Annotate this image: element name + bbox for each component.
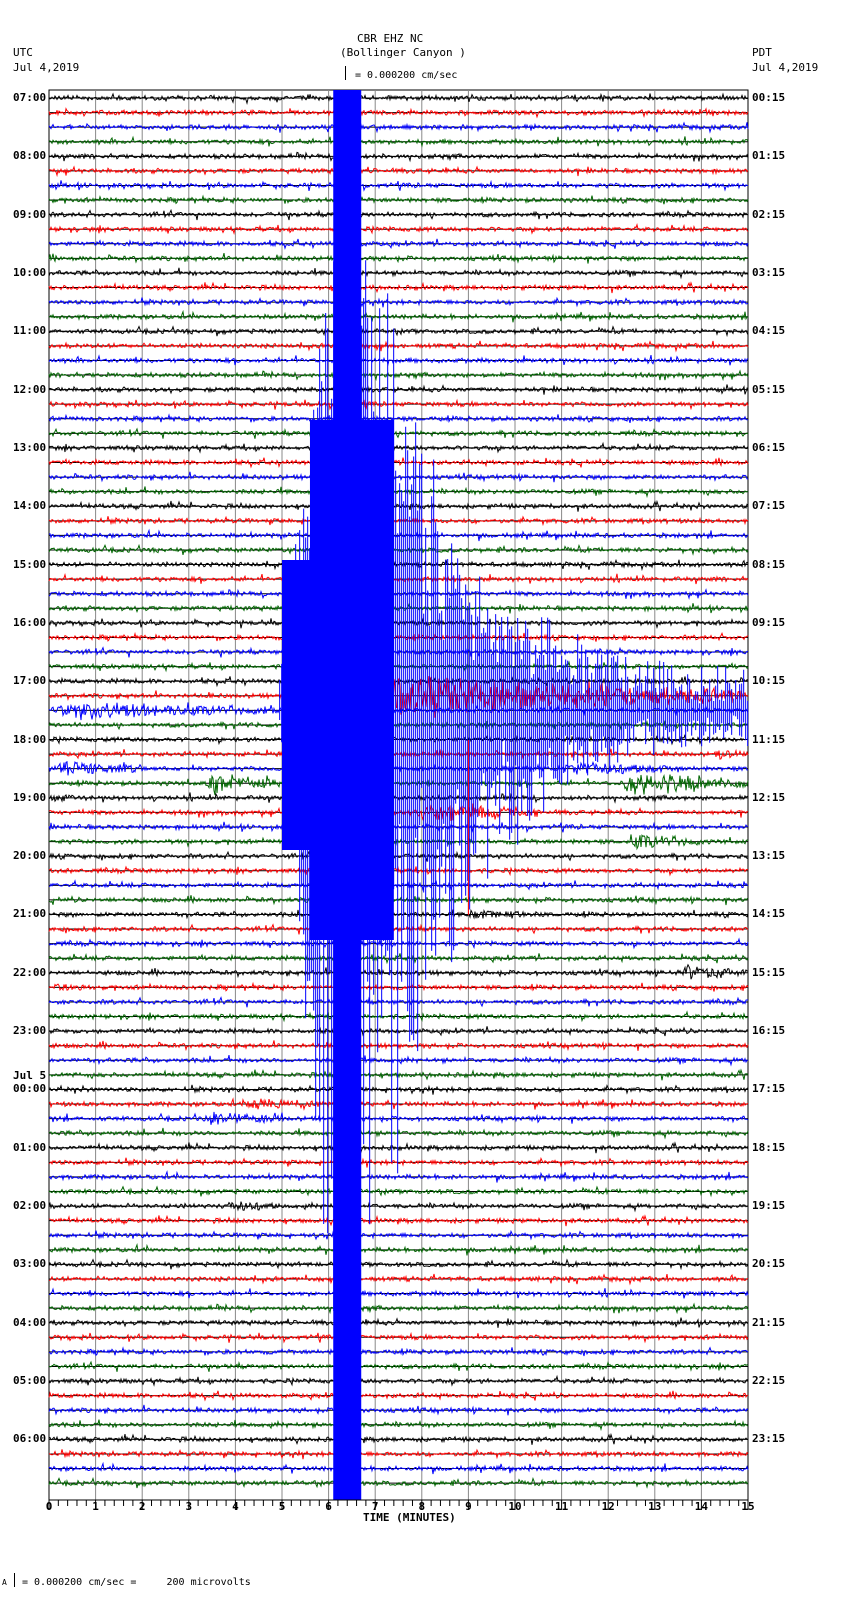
x-tick-label: 11 xyxy=(554,1500,569,1513)
utc-time-label: 09:00 xyxy=(13,207,47,221)
x-tick-label: 8 xyxy=(418,1500,426,1513)
utc-time-label: 03:00 xyxy=(13,1257,47,1271)
left-tz-label: UTC xyxy=(13,46,33,59)
utc-date-change-label: Jul 5 xyxy=(13,1069,47,1083)
x-tick-label: 13 xyxy=(648,1500,662,1513)
pdt-time-label: 08:15 xyxy=(752,557,786,571)
x-tick-label: 10 xyxy=(508,1500,522,1513)
station-location: (Bollinger Canyon ) xyxy=(340,46,466,59)
pdt-time-label: 10:15 xyxy=(752,674,786,688)
utc-time-label: 19:00 xyxy=(13,790,47,804)
scale-label: = 0.000200 cm/sec xyxy=(355,70,458,81)
x-tick-label: 7 xyxy=(371,1500,379,1513)
utc-time-label: 08:00 xyxy=(13,149,47,163)
pdt-time-label: 06:15 xyxy=(752,440,786,454)
utc-time-label: 16:00 xyxy=(13,615,47,629)
footer-scale-label: = 0.000200 cm/sec = 200 microvolts xyxy=(22,1577,251,1588)
utc-time-label: 01:00 xyxy=(13,1140,47,1154)
pdt-time-label: 05:15 xyxy=(752,382,786,396)
utc-time-label: 02:00 xyxy=(13,1199,47,1213)
x-tick-label: 9 xyxy=(465,1500,472,1513)
x-tick-label: 5 xyxy=(278,1500,286,1513)
pdt-time-label: 11:15 xyxy=(752,732,786,746)
pdt-time-label: 00:15 xyxy=(752,91,786,104)
pdt-time-label: 13:15 xyxy=(752,849,786,863)
pdt-time-label: 09:15 xyxy=(752,615,786,629)
pdt-time-label: 04:15 xyxy=(752,324,786,338)
utc-time-label: 10:00 xyxy=(13,265,47,279)
utc-time-label: 13:00 xyxy=(13,440,47,454)
pdt-time-label: 12:15 xyxy=(752,790,786,804)
x-tick-label: 1 xyxy=(92,1500,99,1513)
utc-time-label: 15:00 xyxy=(13,557,47,571)
pdt-time-label: 16:15 xyxy=(752,1024,786,1038)
right-date-label: Jul 4,2019 xyxy=(752,61,819,74)
utc-time-label: 14:00 xyxy=(13,499,47,513)
x-axis-title: TIME (MINUTES) xyxy=(363,1511,456,1524)
footer-scale-bar-icon xyxy=(14,1573,15,1587)
pdt-time-label: 07:15 xyxy=(752,499,786,513)
pdt-time-label: 19:15 xyxy=(752,1199,786,1213)
x-tick-label: 2 xyxy=(138,1500,146,1513)
left-date-label: Jul 4,2019 xyxy=(13,61,80,74)
utc-time-label: 04:00 xyxy=(13,1315,47,1329)
x-tick-label: 15 xyxy=(741,1500,755,1513)
pdt-time-label: 18:15 xyxy=(752,1140,786,1154)
pdt-time-label: 14:15 xyxy=(752,907,786,921)
utc-time-label: 11:00 xyxy=(13,324,47,338)
utc-time-label: 22:00 xyxy=(13,965,47,979)
pdt-time-label: 15:15 xyxy=(752,965,786,979)
utc-time-label: 12:00 xyxy=(13,382,47,396)
pdt-time-label: 20:15 xyxy=(752,1257,786,1271)
pdt-time-label: 01:15 xyxy=(752,149,786,163)
utc-time-label: 05:00 xyxy=(13,1374,47,1388)
x-tick-label: 6 xyxy=(325,1500,332,1513)
x-tick-label: 12 xyxy=(601,1500,615,1513)
utc-time-label: 17:00 xyxy=(13,674,47,688)
utc-time-label: 07:00 xyxy=(13,91,47,104)
pdt-time-label: 02:15 xyxy=(752,207,786,221)
scale-bar-icon xyxy=(345,66,346,80)
pdt-time-label: 21:15 xyxy=(752,1315,786,1329)
pdt-time-label: 17:15 xyxy=(752,1082,786,1096)
utc-time-label: 23:00 xyxy=(13,1024,47,1038)
utc-time-label: 06:00 xyxy=(13,1432,47,1446)
pdt-time-label: 03:15 xyxy=(752,265,786,279)
x-tick-label: 14 xyxy=(694,1500,709,1513)
x-tick-label: 3 xyxy=(185,1500,193,1513)
pdt-time-label: 23:15 xyxy=(752,1432,786,1446)
right-tz-label: PDT xyxy=(752,46,772,59)
utc-time-label: 18:00 xyxy=(13,732,47,746)
utc-time-label: 00:00 xyxy=(13,1082,47,1096)
utc-time-label: 21:00 xyxy=(13,907,47,921)
pdt-time-label: 22:15 xyxy=(752,1374,786,1388)
x-tick-label: 0 xyxy=(45,1500,53,1513)
station-title: CBR EHZ NC xyxy=(357,32,424,45)
utc-time-label: 20:00 xyxy=(13,849,47,863)
x-tick-label: 4 xyxy=(232,1500,239,1513)
footer-scale-prefix: A xyxy=(2,1578,7,1587)
